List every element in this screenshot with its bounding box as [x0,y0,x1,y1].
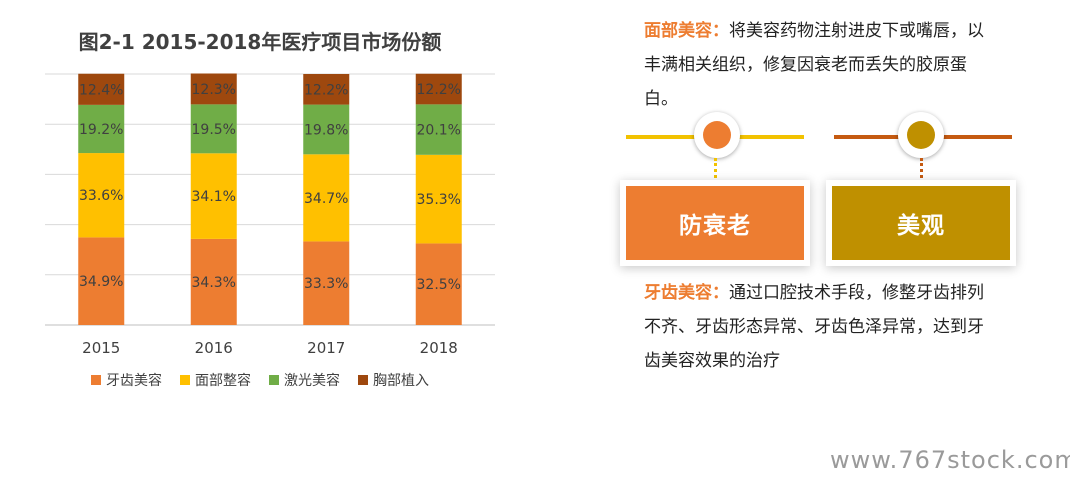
bar-segment [303,74,350,105]
data-label: 34.9% [79,274,123,290]
legend-item: 胸部植入 [358,370,429,390]
bar-segment [415,104,462,155]
bar-segment [415,243,462,325]
left-connector [714,158,717,184]
bar-segment [78,104,125,154]
bar-segment [415,73,462,105]
aesthetics-card: 美观 [832,186,1010,260]
x-tick-label: 2018 [420,339,458,357]
left-node-dot [703,121,731,149]
watermark: www.767stock.com [830,446,1070,474]
legend-label: 面部整容 [195,373,251,389]
x-tick-label: 2015 [82,339,120,357]
dental-beauty-label: 牙齿美容： [644,283,729,303]
chart-legend: 牙齿美容 面部整容 激光美容 胸部植入 [40,370,480,390]
facial-beauty-description: 面部美容：将美容药物注射进皮下或嘴唇，以丰满相关组织，修复因衰老而丢失的胶原蛋白… [644,14,984,116]
data-label: 19.8% [304,122,348,138]
anti-aging-card: 防衰老 [626,186,804,260]
chart-title: 图2-1 2015-2018年医疗项目市场份额 [78,30,442,54]
right-connector [920,158,923,184]
bar-segment [78,153,125,238]
bar-segment [303,154,350,242]
data-label: 32.5% [417,277,461,293]
legend-swatch [358,375,368,385]
data-label: 34.3% [192,275,236,291]
legend-label: 胸部植入 [373,373,429,389]
data-label: 20.1% [417,123,461,139]
facial-beauty-label: 面部美容： [644,21,729,41]
bar-segment [78,237,125,325]
legend-label: 激光美容 [284,373,340,389]
data-label: 12.4% [79,82,123,98]
stacked-bar-chart: 34.9% 33.6% 19.2% 12.4% 2015 34.3% 34.1% 19.5% 1… [45,73,495,357]
bar-segment [303,241,350,325]
bar-segment [415,154,462,244]
data-label: 19.2% [79,122,123,138]
dental-beauty-text: 通过口腔技术手段，修整牙齿排列不齐、牙齿形态异常、牙齿色泽异常，达到牙齿美容效果… [644,283,984,371]
bar-segment [78,73,125,105]
bar-segment [190,238,237,325]
data-label: 12.2% [417,82,461,98]
data-label: 19.5% [192,122,236,138]
bar-segment [303,104,350,155]
bar-segment [190,153,237,239]
x-tick-label: 2017 [307,339,345,357]
data-label: 34.1% [192,189,236,205]
bar-segment [190,73,237,105]
x-tick-label: 2016 [195,339,233,357]
facial-beauty-text: 将美容药物注射进皮下或嘴唇，以丰满相关组织，修复因衰老而丢失的胶原蛋白。 [644,21,984,109]
legend-item: 面部整容 [180,370,251,390]
legend-swatch [269,375,279,385]
legend-swatch [91,375,101,385]
legend-label: 牙齿美容 [106,373,162,389]
right-node-dot [907,121,935,149]
data-label: 34.7% [304,191,348,207]
legend-item: 牙齿美容 [91,370,162,390]
bar-segment [190,104,237,154]
data-label: 33.6% [79,188,123,204]
legend-swatch [180,375,190,385]
dental-beauty-description: 牙齿美容：通过口腔技术手段，修整牙齿排列不齐、牙齿形态异常、牙齿色泽异常，达到牙… [644,276,984,378]
data-label: 35.3% [417,192,461,208]
data-label: 12.2% [304,82,348,98]
data-label: 33.3% [304,276,348,292]
data-label: 12.3% [192,82,236,98]
legend-item: 激光美容 [269,370,340,390]
